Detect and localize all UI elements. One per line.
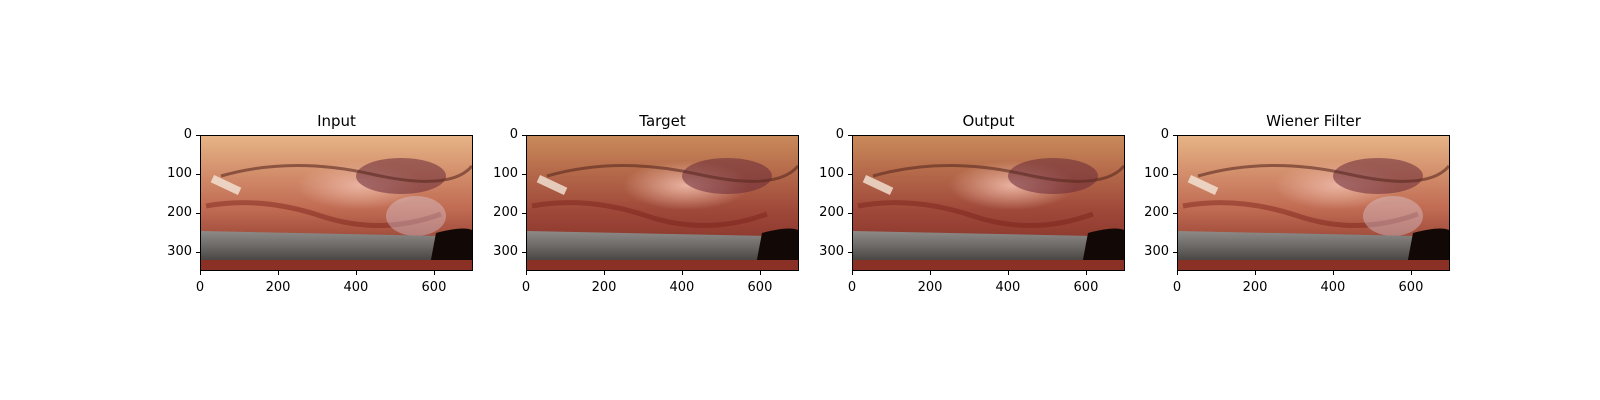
y-tick-mark xyxy=(848,173,852,175)
image-input xyxy=(200,135,473,271)
x-tick-label: 0 xyxy=(195,280,205,295)
x-tick-label: 200 xyxy=(917,280,943,295)
x-tick-mark xyxy=(1332,271,1334,275)
x-tick-mark xyxy=(1007,271,1009,275)
x-tick-label: 400 xyxy=(1320,280,1346,295)
x-tick-label: 400 xyxy=(669,280,695,295)
x-tick-label: 400 xyxy=(995,280,1021,295)
y-tick-mark xyxy=(522,135,526,136)
y-tick-label: 300 xyxy=(167,243,192,259)
panel-title-input: Input xyxy=(317,112,356,130)
y-tick-label: 0 xyxy=(183,127,192,142)
y-tick-label: 0 xyxy=(509,127,518,142)
y-tick-label: 200 xyxy=(1144,204,1169,220)
y-tick-label: 100 xyxy=(1144,165,1169,181)
x-tick-mark xyxy=(1255,271,1257,275)
y-tick-mark xyxy=(522,251,526,253)
x-tick-label: 200 xyxy=(265,280,291,295)
image-wiener xyxy=(1177,135,1450,271)
x-tick-mark xyxy=(200,271,201,275)
y-tick-mark xyxy=(1173,135,1177,136)
y-tick-label: 0 xyxy=(1160,127,1169,142)
panel-title-target: Target xyxy=(639,112,686,130)
x-tick-label: 200 xyxy=(1242,280,1268,295)
y-tick-label: 100 xyxy=(167,165,192,181)
x-tick-mark xyxy=(759,271,761,275)
x-tick-mark xyxy=(1177,271,1178,275)
y-tick-mark xyxy=(196,135,200,136)
y-tick-label: 200 xyxy=(167,204,192,220)
y-tick-mark xyxy=(848,251,852,253)
y-tick-mark xyxy=(1173,173,1177,175)
y-tick-label: 100 xyxy=(493,165,518,181)
image-output xyxy=(852,135,1125,271)
x-tick-mark xyxy=(526,271,527,275)
x-tick-mark xyxy=(1410,271,1412,275)
y-tick-mark xyxy=(196,212,200,214)
panel-title-output: Output xyxy=(962,112,1015,130)
y-tick-mark xyxy=(196,251,200,253)
x-tick-label: 0 xyxy=(521,280,531,295)
y-tick-mark xyxy=(522,212,526,214)
y-tick-label: 300 xyxy=(819,243,844,259)
x-tick-mark xyxy=(604,271,606,275)
x-tick-mark xyxy=(278,271,280,275)
y-tick-label: 100 xyxy=(819,165,844,181)
x-tick-label: 600 xyxy=(747,280,773,295)
y-tick-label: 300 xyxy=(493,243,518,259)
x-tick-label: 400 xyxy=(343,280,369,295)
y-tick-mark xyxy=(1173,251,1177,253)
x-tick-mark xyxy=(681,271,683,275)
y-tick-mark xyxy=(848,135,852,136)
x-tick-label: 0 xyxy=(1172,280,1182,295)
image-target xyxy=(526,135,799,271)
y-tick-mark xyxy=(1173,212,1177,214)
x-tick-mark xyxy=(852,271,853,275)
x-tick-label: 600 xyxy=(1398,280,1424,295)
x-tick-mark xyxy=(930,271,932,275)
y-tick-label: 200 xyxy=(493,204,518,220)
x-tick-mark xyxy=(1085,271,1087,275)
y-tick-mark xyxy=(522,173,526,175)
x-tick-mark xyxy=(355,271,357,275)
y-tick-mark xyxy=(196,173,200,175)
x-tick-label: 600 xyxy=(1073,280,1099,295)
x-tick-label: 0 xyxy=(847,280,857,295)
y-tick-label: 0 xyxy=(835,127,844,142)
x-tick-mark xyxy=(433,271,435,275)
x-tick-label: 600 xyxy=(421,280,447,295)
y-tick-label: 300 xyxy=(1144,243,1169,259)
y-tick-mark xyxy=(848,212,852,214)
x-tick-label: 200 xyxy=(591,280,617,295)
y-tick-label: 200 xyxy=(819,204,844,220)
panel-title-wiener: Wiener Filter xyxy=(1266,112,1361,130)
